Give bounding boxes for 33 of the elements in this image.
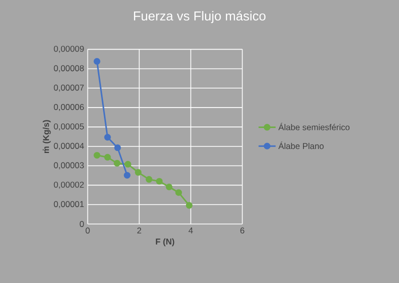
- point: [94, 58, 100, 65]
- y-tick-label: 0,00002: [54, 182, 84, 189]
- y-tick-label: 0: [80, 221, 84, 227]
- y-tick-label: 0,00001: [54, 201, 84, 208]
- y-axis-title: ṁ (Kg/s): [42, 120, 51, 154]
- legend-label: Álabe Plano: [278, 142, 324, 150]
- y-tick-label: 0,00009: [54, 46, 84, 53]
- y-tick-label: 0,00006: [54, 104, 84, 112]
- point: [186, 202, 193, 209]
- x-tick-label: 6: [240, 228, 244, 234]
- point: [114, 160, 120, 167]
- x-tick-label: 4: [188, 228, 193, 234]
- legend-label: Álabe semiesférico: [278, 122, 350, 130]
- point: [134, 169, 142, 176]
- point: [124, 172, 130, 179]
- y-tick-label: 0,00008: [54, 65, 84, 72]
- y-tick-label: 0,00007: [54, 84, 84, 92]
- x-axis-title: F (N): [156, 238, 174, 246]
- y-tick-label: 0,00004: [54, 142, 84, 150]
- point: [156, 178, 163, 185]
- point: [114, 144, 121, 152]
- y-tick-label: 0,00005: [54, 123, 84, 130]
- point: [166, 184, 172, 190]
- x-tick-label: 2: [137, 228, 142, 234]
- point: [104, 154, 111, 161]
- point: [104, 134, 111, 141]
- point: [175, 189, 182, 196]
- point: [124, 160, 132, 168]
- point: [146, 176, 152, 183]
- x-tick-label: 0: [86, 228, 90, 234]
- chart-title: Fuerza vs Flujo másico: [134, 10, 266, 24]
- point: [94, 152, 100, 159]
- y-tick-label: 0,00003: [54, 162, 84, 170]
